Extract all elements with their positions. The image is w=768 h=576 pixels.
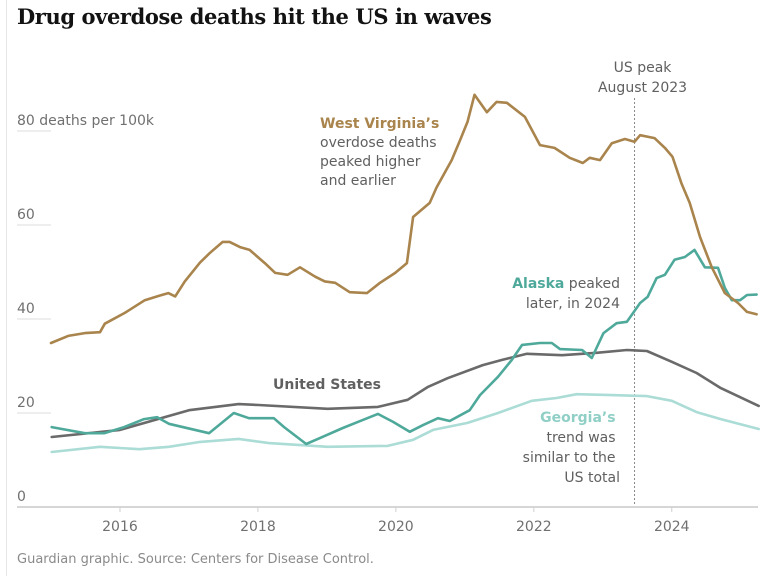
x-tick-label: 2016	[102, 519, 138, 535]
annotation-line: peaked higher	[320, 154, 421, 170]
annotation-georgia: Georgia’s trend was similar to the US to…	[523, 410, 620, 486]
source-note: Guardian graphic. Source: Centers for Di…	[17, 552, 374, 567]
x-tick-label: 2020	[378, 519, 414, 535]
y-tick-label: 80 deaths per 100k	[17, 113, 155, 129]
annotation-line: peaked	[564, 276, 620, 292]
annotation-line: similar to the	[523, 450, 616, 466]
x-tick-label: 2024	[654, 519, 690, 535]
us-peak-label: US peak	[614, 60, 673, 76]
annotation-line: trend was	[546, 430, 615, 446]
series-line-alaska	[50, 248, 758, 446]
x-tick-label: 2018	[240, 519, 276, 535]
annotation-line: and earlier	[320, 173, 396, 189]
annotation-west-virginia: West Virginia’s overdose deaths peaked h…	[320, 116, 444, 189]
frame-border	[6, 0, 7, 576]
x-tick-label: 2022	[516, 519, 552, 535]
series-line-georgia	[50, 392, 760, 454]
y-tick-label: 40	[17, 301, 35, 317]
series-line-west-virginia	[49, 93, 758, 345]
annotation-georgia-title: Georgia’s	[540, 410, 615, 426]
annotation-alaska-line2: later, in 2024	[526, 296, 620, 312]
chart-title: Drug overdose deaths hit the US in waves	[17, 4, 492, 29]
annotation-alaska: Alaska peaked	[512, 276, 620, 292]
series-line-united-states	[50, 348, 760, 439]
annotation-alaska-title: Alaska	[512, 276, 564, 292]
y-tick-label: 0	[17, 489, 26, 505]
annotation-west-virginia-title: West Virginia’s	[320, 116, 439, 132]
annotation-united-states: United States	[273, 377, 381, 393]
annotation-line: US total	[564, 470, 620, 486]
y-tick-label: 20	[17, 395, 35, 411]
us-peak-label: August 2023	[598, 80, 687, 96]
annotation-line: overdose deaths	[320, 135, 437, 151]
y-tick-label: 60	[17, 207, 35, 223]
